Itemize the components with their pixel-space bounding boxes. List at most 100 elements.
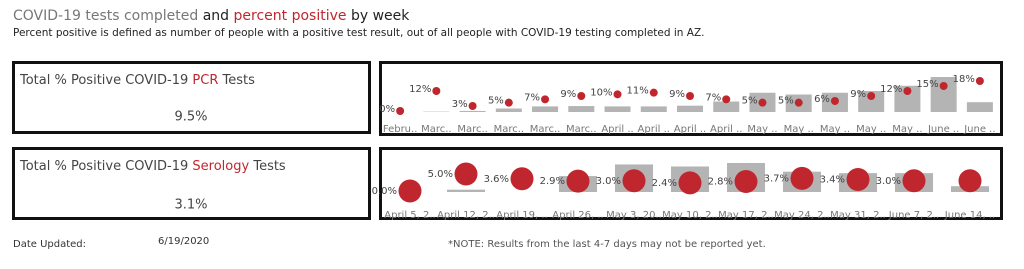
x-tick-label: Marc..	[566, 124, 597, 135]
data-label: 2.9%	[540, 176, 565, 187]
data-label: 10%	[590, 87, 612, 98]
bar	[495, 108, 522, 112]
data-label: 3%	[452, 99, 468, 110]
kpi-label-part: Serology	[192, 159, 249, 174]
point	[846, 167, 870, 191]
kpi-label-part: Tests	[218, 73, 255, 88]
point	[454, 162, 478, 186]
title-part: COVID-19	[13, 8, 85, 24]
x-tick-label: April 5, 2..	[384, 210, 435, 221]
data-label: 12%	[880, 84, 902, 95]
data-label: 15%	[916, 79, 938, 90]
point	[504, 98, 513, 107]
bar	[677, 105, 703, 112]
data-label: 5.0%	[428, 169, 453, 180]
point	[432, 87, 441, 95]
x-tick-label: Febru..	[383, 124, 418, 135]
x-tick-label: May 24, 2..	[774, 210, 830, 221]
bar	[604, 106, 631, 112]
point	[396, 107, 405, 115]
kpi-value: 3.1%	[174, 198, 207, 213]
point	[678, 171, 702, 195]
point	[902, 169, 926, 193]
data-label: 3.4%	[820, 174, 845, 185]
kpi-label-part: Total % Positive COVID-19	[19, 159, 192, 174]
data-label: 9%	[850, 89, 866, 100]
point	[686, 92, 694, 100]
point	[903, 87, 912, 95]
point	[613, 90, 622, 99]
bar	[459, 110, 486, 112]
x-tick-label: June ..	[963, 124, 995, 135]
x-tick-label: Marc..	[457, 124, 488, 135]
x-tick-label: May 3, 20..	[606, 210, 662, 221]
bar	[568, 106, 595, 112]
x-tick-label: June ..	[927, 124, 959, 135]
data-label: 2.4%	[652, 178, 677, 189]
title: COVID-19 tests completed and percent pos…	[13, 8, 410, 24]
point	[830, 97, 839, 105]
kpi-value: 9.5%	[174, 110, 207, 125]
point	[734, 169, 758, 193]
x-tick-label: April 12, 2..	[437, 210, 495, 221]
point	[939, 82, 948, 90]
kpi-label: Total % Positive COVID-19 PCR Tests	[19, 73, 255, 88]
note: *NOTE: Results from the last 4-7 days ma…	[448, 239, 766, 250]
x-tick-label: May 10, 2..	[662, 210, 718, 221]
data-label: 0.0%	[372, 186, 397, 197]
x-tick-label: May ..	[820, 124, 850, 135]
point	[958, 169, 982, 193]
data-label: 11%	[627, 86, 649, 97]
data-label: 5%	[778, 96, 794, 107]
x-tick-label: June 7, 2..	[888, 210, 939, 221]
x-tick-label: May ..	[747, 124, 777, 135]
x-tick-label: April ..	[638, 124, 670, 135]
bar	[713, 101, 740, 112]
point	[649, 88, 658, 97]
kpi-box	[12, 147, 371, 220]
data-label: 7%	[705, 92, 721, 103]
data-label: 6%	[814, 94, 830, 105]
subtitle: Percent positive is defined as number of…	[13, 27, 705, 39]
point	[794, 98, 803, 107]
point	[510, 167, 534, 191]
bar	[640, 106, 667, 112]
x-tick-label: Marc..	[530, 124, 561, 135]
date: 6/19/2020	[158, 236, 209, 247]
point	[622, 169, 646, 193]
x-tick-label: May 31, 2..	[830, 210, 886, 221]
x-tick-label: Marc..	[421, 124, 452, 135]
x-tick-label: April 26, ..	[552, 210, 603, 221]
title-part: tests completed	[85, 8, 198, 24]
data-label: 7%	[524, 92, 540, 103]
x-tick-label: June 14, ..	[944, 210, 995, 221]
data-label: 3.0%	[876, 176, 901, 187]
data-label: 2.8%	[708, 176, 733, 187]
x-tick-label: May ..	[892, 124, 922, 135]
bar	[966, 102, 993, 112]
x-tick-label: May ..	[784, 124, 814, 135]
kpi-box	[12, 61, 371, 134]
data-label: 3.7%	[764, 173, 789, 184]
point	[398, 179, 422, 203]
data-label: 18%	[953, 74, 975, 85]
point	[758, 98, 767, 107]
date-label: Date Updated:	[13, 239, 86, 250]
data-label: 9%	[669, 89, 685, 100]
point	[975, 77, 984, 85]
x-tick-label: April ..	[674, 124, 706, 135]
x-tick-label: April 19, ..	[496, 210, 547, 221]
data-label: 5%	[742, 96, 758, 107]
kpi-label-part: Total % Positive COVID-19	[19, 73, 192, 88]
data-label: 9%	[560, 89, 576, 100]
point	[577, 92, 586, 100]
data-label: 3.0%	[596, 176, 621, 187]
point	[468, 102, 477, 110]
point	[541, 95, 550, 104]
x-tick-label: May 17, 2..	[718, 210, 774, 221]
data-label: 3.6%	[484, 174, 509, 185]
point	[722, 95, 731, 104]
title-part: percent positive	[234, 8, 347, 24]
